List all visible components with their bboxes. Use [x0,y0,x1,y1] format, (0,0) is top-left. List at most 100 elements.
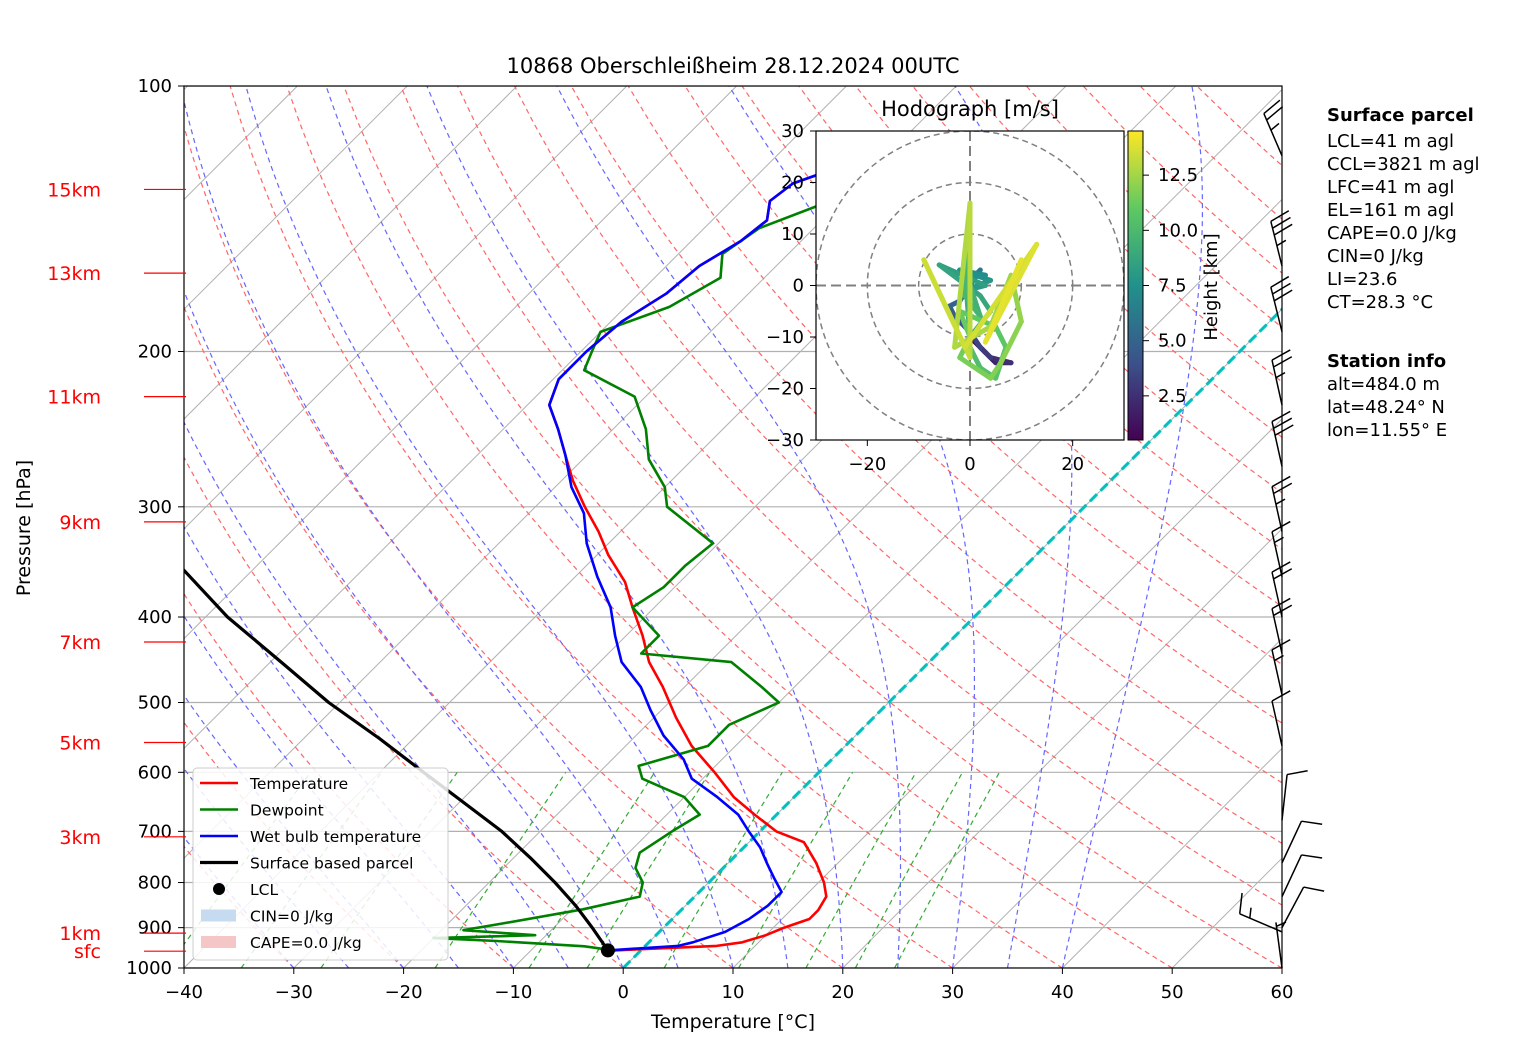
hodograph-title: Hodograph [m/s] [881,97,1059,121]
y-tick-label: 400 [138,607,172,628]
hodograph-x-tick-label: 20 [1061,454,1084,475]
y-tick-label: 100 [138,76,172,97]
mixing-ratio-line [854,772,964,968]
wind-barb [1270,210,1293,267]
wind-barb [1271,410,1294,467]
dry-adiabat [457,86,1282,906]
wind-barb [1281,820,1323,864]
moist-adiabat [184,98,679,968]
dry-adiabat [855,86,1282,494]
hodograph-segment [998,319,1024,366]
surface-parcel-info: Surface parcel LCL=41 m agl CCL=3821 m a… [1327,105,1480,313]
hodograph-segment [952,200,973,350]
x-tick-label: 40 [1051,982,1074,1003]
moist-adiabat [325,86,789,968]
y-tick-label: 200 [138,342,172,363]
mixing-ratio-line [738,771,854,968]
dry-adiabat [286,86,1063,968]
parcel-cin: CIN=0 J/kg [1327,246,1424,267]
wind-barb [1238,892,1283,933]
hodograph-y-tick-label: 0 [793,276,804,297]
hodograph-segment [993,324,1009,350]
svg-text:CAPE=0.0 J/kg: CAPE=0.0 J/kg [250,934,362,952]
parcel-li: LI=23.6 [1327,269,1398,290]
mixing-ratio-line [528,771,656,968]
isotherm-line [513,198,1282,968]
hodograph-trace [921,200,1040,381]
altitude-label: sfc [74,941,101,963]
wind-barb [1271,561,1293,618]
dry-adiabat [229,86,953,968]
altitude-label: 7km [59,632,101,654]
dry-adiabat [400,86,1282,968]
hodograph-segment [962,293,983,319]
station-info: Station info alt=484.0 m lat=48.24° N lo… [1327,351,1447,441]
dry-adiabat [513,86,1282,845]
y-axis-label: Pressure [hPa] [13,460,35,596]
legend-entry: LCL [213,881,278,899]
x-tick-label: 60 [1271,982,1294,1003]
colorbar-tick-label: 10.0 [1158,220,1198,241]
moist-adiabat [556,86,902,968]
station-info-heading: Station info [1327,351,1446,372]
legend-entry: CAPE=0.0 J/kg [201,934,362,952]
chart-title: 10868 Oberschleißheim 28.12.2024 00UTC [507,54,960,78]
y-tick-label: 1000 [126,958,172,979]
moist-adiabat [184,289,624,968]
altitude-label: 9km [59,512,101,534]
wind-barb [1271,349,1293,406]
wind-barb [1281,770,1308,821]
parcel-cape: CAPE=0.0 J/kg [1327,223,1457,244]
dry-adiabat [184,124,844,968]
y-tick-label: 700 [138,821,172,842]
y-tick-label: 900 [138,918,172,939]
moist-adiabat [245,86,734,968]
parcel-ccl: CCL=3821 m agl [1327,154,1480,175]
dry-adiabat [184,305,734,968]
station-lon: lon=11.55° E [1327,420,1447,441]
x-tick-label: −40 [165,982,203,1003]
legend-box [192,767,449,961]
altitude-label: 15km [47,179,101,201]
dewpoint-profile [432,179,874,952]
svg-text:Wet bulb temperature: Wet bulb temperature [250,828,421,846]
surface-parcel-heading: Surface parcel [1327,105,1474,126]
altitude-label: 11km [47,387,101,409]
parcel-ct: CT=28.3 °C [1327,292,1433,313]
svg-text:LCL: LCL [250,881,278,899]
svg-text:Temperature: Temperature [249,775,348,793]
wetbulb-profile [547,173,819,952]
isotherm-line [184,86,737,640]
isotherm-line [184,86,518,420]
wind-barb [1271,638,1291,695]
x-tick-label: 10 [722,982,745,1003]
legend-entry: Temperature [200,775,348,793]
wind-barb [1275,921,1287,969]
parcel-el: EL=161 m agl [1327,200,1454,221]
parcel-lfc: LFC=41 m agl [1327,177,1454,198]
hodograph-ticks: −20 0 20 30 20 10 0 −10 −20 −30 [766,121,1084,475]
altitude-label: 1km [59,923,101,945]
colorbar-tick-label: 12.5 [1158,165,1198,186]
isotherm-line [842,528,1282,968]
isotherm-line [184,86,408,310]
hodograph: Hodograph [m/s] −20 0 20 30 20 10 0 −10 −20 −30 2… [766,97,1222,475]
legend-entry: Dewpoint [200,802,324,820]
mixing-ratio-line [805,772,917,968]
isotherm-line [1062,747,1282,968]
y-tick-label: 500 [138,692,172,713]
mixing-ratio-line [894,772,1000,968]
hodograph-y-tick-label: −30 [766,430,804,451]
dry-adiabat [343,86,1173,968]
moist-adiabat [426,86,844,968]
x-tick-label: −20 [385,982,423,1003]
y-tick-label: 600 [138,762,172,783]
mixing-ratio-line [434,771,567,968]
x-tick-label: −30 [275,982,313,1003]
hodograph-y-tick-label: 10 [781,224,804,245]
colorbar-ticks: 2.5 5.0 7.5 10.0 12.5 [1143,165,1198,407]
wind-barb [1270,275,1293,333]
wind-barb [1271,690,1291,747]
